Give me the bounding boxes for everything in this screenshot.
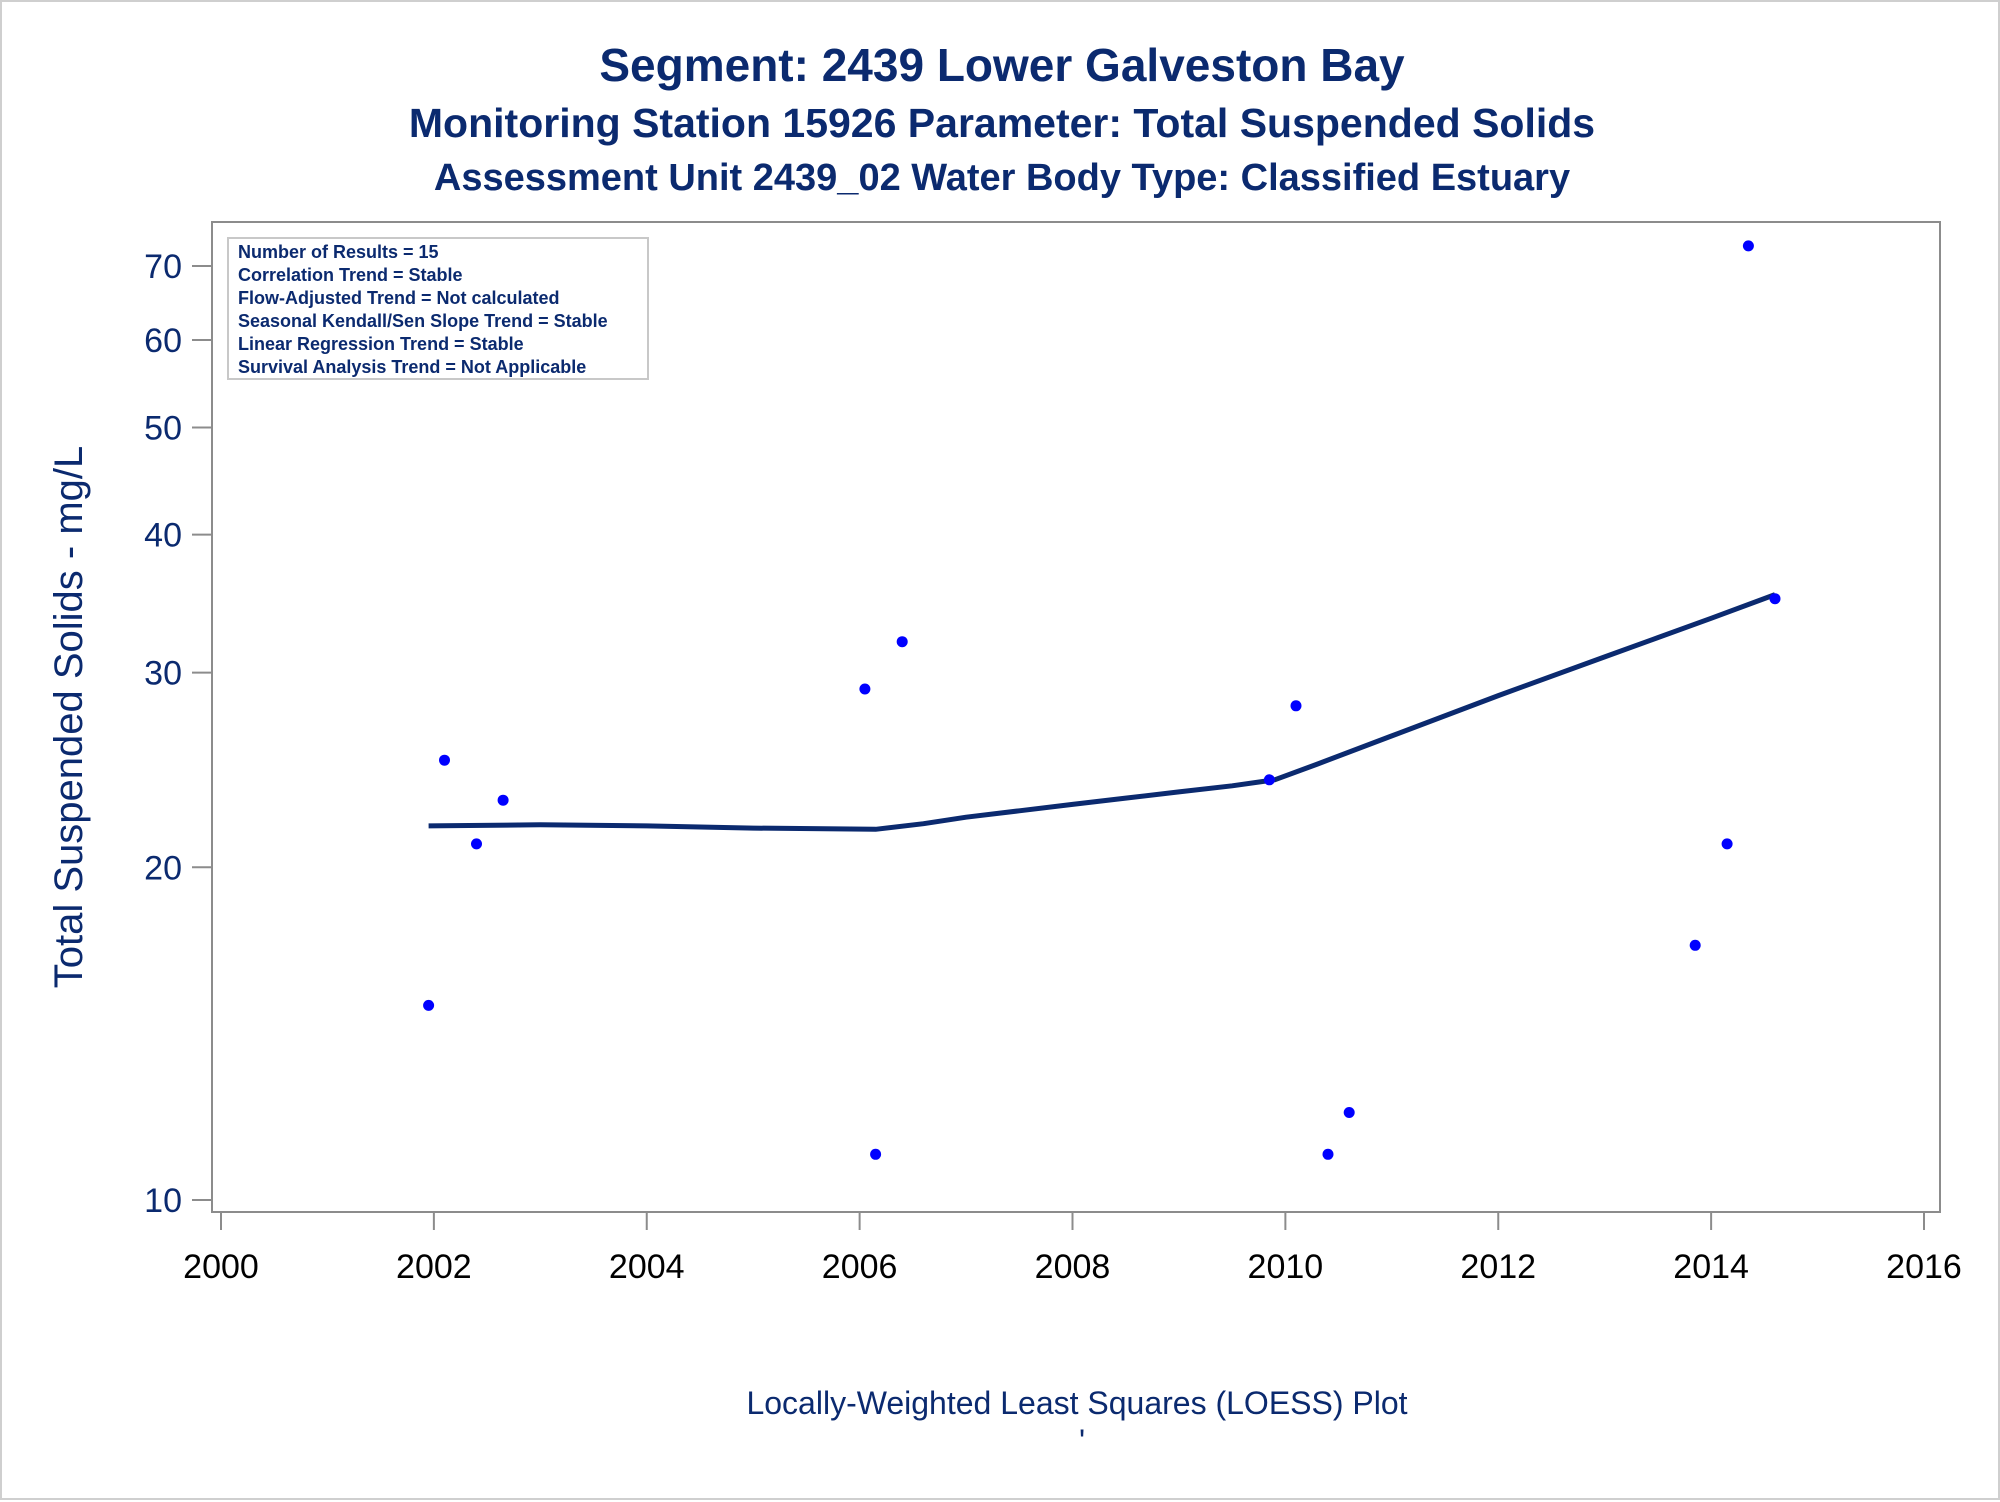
data-point xyxy=(1742,240,1754,252)
data-point xyxy=(1721,838,1733,850)
chart-title: Segment: 2439 Lower Galveston Bay xyxy=(599,39,1405,91)
data-point xyxy=(1689,939,1701,951)
data-point xyxy=(1769,593,1781,605)
footnote: Locally-Weighted Least Squares (LOESS) P… xyxy=(746,1385,1407,1421)
chart-subtitle-2: Assessment Unit 2439_02 Water Body Type:… xyxy=(433,157,1571,199)
y-tick-label: 20 xyxy=(144,849,182,887)
stats-box: Number of Results = 15 Correlation Trend… xyxy=(227,237,649,380)
x-tick-label: 2008 xyxy=(1035,1248,1111,1286)
y-tick-label: 70 xyxy=(144,248,182,286)
y-tick-label: 50 xyxy=(144,410,182,448)
x-tick-label: 2000 xyxy=(183,1248,259,1286)
x-tick-label: 2002 xyxy=(396,1248,472,1286)
y-tick-label: 40 xyxy=(144,517,182,555)
x-tick-label: 2006 xyxy=(822,1248,898,1286)
x-tick-label: 2012 xyxy=(1460,1248,1536,1286)
y-axis-label: Total Suspended Solids - mg/L xyxy=(47,446,91,989)
y-tick-label: 30 xyxy=(144,655,182,693)
data-point xyxy=(859,683,871,695)
data-point xyxy=(439,754,450,766)
y-axis: 10 20 30 40 50 60 70 xyxy=(144,248,212,1220)
stats-line-seasonal-kendall: Seasonal Kendall/Sen Slope Trend = Stabl… xyxy=(238,311,608,331)
data-point xyxy=(497,794,509,806)
y-tick-label: 60 xyxy=(144,322,182,360)
data-points xyxy=(423,240,1781,1160)
data-point xyxy=(896,636,908,648)
footnote-mark: ' xyxy=(1079,1423,1085,1459)
stats-line-correlation: Correlation Trend = Stable xyxy=(238,265,463,285)
stats-box-frame xyxy=(227,237,649,380)
x-tick-label: 2010 xyxy=(1248,1248,1324,1286)
stats-line-flow-adjusted: Flow-Adjusted Trend = Not calculated xyxy=(238,288,560,308)
data-point xyxy=(1322,1148,1334,1160)
data-point xyxy=(423,999,435,1011)
data-point xyxy=(1343,1107,1355,1118)
data-point xyxy=(1290,700,1302,712)
chart-subtitle: Monitoring Station 15926 Parameter: Tota… xyxy=(408,100,1596,146)
stats-line-linear-regression: Linear Regression Trend = Stable xyxy=(238,334,524,354)
data-point xyxy=(471,838,482,850)
loess-line xyxy=(428,592,1776,832)
x-axis: 2000 2002 2004 2006 2008 2010 2012 2014 2016 xyxy=(183,1212,1962,1286)
y-tick-label: 10 xyxy=(144,1182,182,1220)
x-tick-label: 2014 xyxy=(1673,1248,1749,1286)
data-point xyxy=(1263,774,1275,786)
plot-area-frame xyxy=(211,221,1941,1213)
x-tick-label: 2016 xyxy=(1886,1248,1962,1286)
stats-line-survival-analysis: Survival Analysis Trend = Not Applicable xyxy=(238,357,586,377)
x-tick-label: 2004 xyxy=(609,1248,685,1286)
stats-line-results: Number of Results = 15 xyxy=(238,242,439,262)
data-point xyxy=(870,1148,882,1160)
